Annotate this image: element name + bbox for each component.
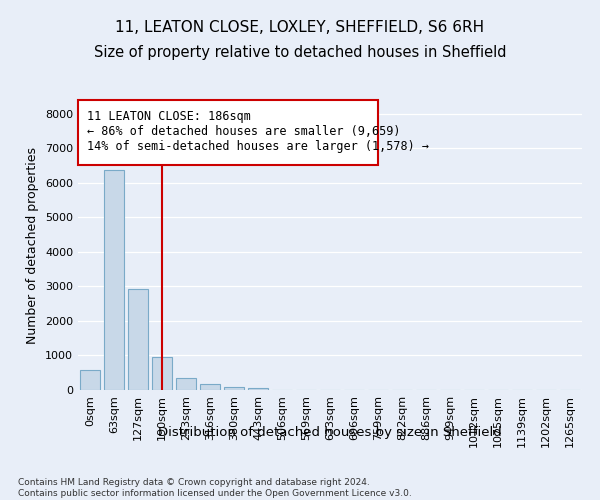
- Bar: [200, 384, 220, 390]
- FancyBboxPatch shape: [78, 100, 378, 165]
- Bar: [248, 388, 268, 390]
- Text: Contains HM Land Registry data © Crown copyright and database right 2024.
Contai: Contains HM Land Registry data © Crown c…: [18, 478, 412, 498]
- Bar: [80, 370, 100, 390]
- Text: Distribution of detached houses by size in Sheffield: Distribution of detached houses by size …: [158, 426, 502, 439]
- Bar: [224, 387, 244, 390]
- Bar: [152, 356, 172, 390]
- Y-axis label: Number of detached properties: Number of detached properties: [26, 146, 40, 344]
- Bar: [104, 170, 124, 390]
- Text: 11, LEATON CLOSE, LOXLEY, SHEFFIELD, S6 6RH: 11, LEATON CLOSE, LOXLEY, SHEFFIELD, S6 …: [115, 20, 485, 35]
- Bar: [128, 289, 148, 390]
- Bar: [176, 378, 196, 390]
- Text: Size of property relative to detached houses in Sheffield: Size of property relative to detached ho…: [94, 45, 506, 60]
- Text: 11 LEATON CLOSE: 186sqm
← 86% of detached houses are smaller (9,659)
14% of semi: 11 LEATON CLOSE: 186sqm ← 86% of detache…: [87, 110, 429, 153]
